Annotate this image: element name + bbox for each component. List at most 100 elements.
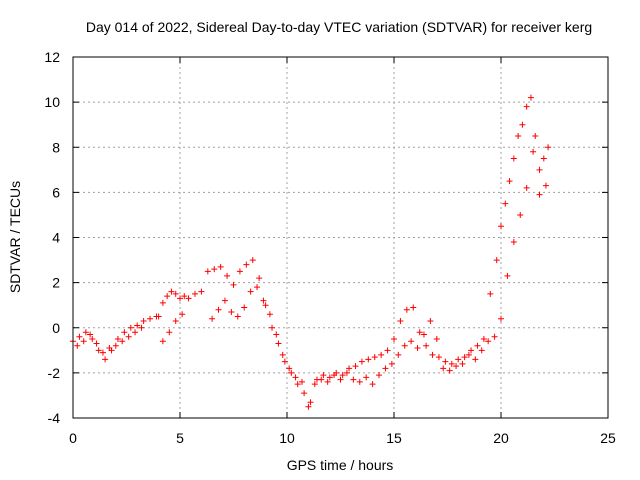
data-point <box>87 331 94 338</box>
data-point <box>397 317 404 324</box>
y-tick-label: 10 <box>44 94 60 110</box>
data-point <box>155 313 162 320</box>
data-point <box>369 381 376 388</box>
tick-layer: 0 5 10 15 20 25 -4 -2 0 2 4 6 8 10 12 <box>44 49 616 446</box>
data-point <box>485 338 492 345</box>
data-point <box>294 381 301 388</box>
data-point <box>221 297 228 304</box>
data-point <box>446 367 453 374</box>
chart-title: Day 014 of 2022, Sidereal Day-to-day VTE… <box>86 19 592 35</box>
data-point <box>281 358 288 365</box>
data-point <box>440 365 447 372</box>
data-point <box>487 290 494 297</box>
data-point <box>498 315 504 322</box>
data-point <box>279 351 286 358</box>
y-tick-label: -2 <box>48 365 61 381</box>
data-point <box>93 340 100 347</box>
y-tick-label: 0 <box>52 320 60 336</box>
data-point <box>82 329 89 336</box>
data-point <box>127 324 134 331</box>
data-point <box>181 293 188 300</box>
data-point <box>536 166 543 173</box>
data-point <box>472 356 479 363</box>
data-point <box>337 376 344 383</box>
data-point <box>391 336 397 343</box>
data-point <box>147 315 154 322</box>
y-tick-label: 6 <box>52 184 60 200</box>
data-point <box>523 103 530 110</box>
x-tick-label: 0 <box>69 430 77 446</box>
data-point <box>76 333 83 340</box>
x-tick-label: 15 <box>386 430 402 446</box>
data-point <box>459 360 466 367</box>
data-point <box>523 184 530 191</box>
data-point <box>326 374 333 381</box>
data-point <box>502 200 509 207</box>
data-point <box>465 351 472 358</box>
data-point <box>414 345 421 352</box>
data-point <box>311 381 318 388</box>
data-point <box>384 347 391 354</box>
data-point <box>442 358 449 365</box>
data-point <box>106 345 113 352</box>
data-point <box>275 340 282 347</box>
data-point <box>217 263 224 270</box>
data-point <box>191 290 198 297</box>
data-point <box>420 331 427 338</box>
data-point <box>159 338 166 345</box>
data-point <box>269 324 276 331</box>
data-point <box>461 354 468 361</box>
x-tick-label: 5 <box>176 430 184 446</box>
data-point <box>241 304 248 311</box>
data-point <box>209 315 216 322</box>
data-point <box>510 155 517 162</box>
data-point <box>433 336 440 343</box>
data-point <box>121 329 128 336</box>
data-point <box>224 272 231 279</box>
data-point <box>230 281 237 288</box>
data-point <box>540 155 547 162</box>
data-point <box>236 268 243 275</box>
data-point <box>247 288 254 295</box>
data-point <box>254 284 261 291</box>
data-point <box>234 313 241 320</box>
data-point <box>350 376 357 383</box>
data-point <box>138 324 145 331</box>
data-point <box>506 178 513 185</box>
data-point <box>320 372 327 379</box>
data-point <box>89 336 96 343</box>
data-point <box>453 363 460 370</box>
data-point <box>95 347 102 354</box>
data-point <box>423 342 430 349</box>
data-point <box>132 329 139 336</box>
data-point <box>491 333 498 340</box>
data-point <box>517 211 524 218</box>
data-point <box>164 293 171 300</box>
data-point <box>266 311 273 318</box>
data-point <box>542 182 549 189</box>
data-point <box>168 288 175 295</box>
data-point <box>114 336 121 343</box>
data-point <box>371 354 378 361</box>
data-point <box>324 378 331 385</box>
data-point <box>260 297 267 304</box>
series-sdtvar-secondary-branch <box>74 148 549 410</box>
data-point <box>204 268 211 275</box>
x-tick-label: 10 <box>279 430 295 446</box>
data-point <box>382 365 389 372</box>
data-point <box>532 132 539 139</box>
data-point <box>318 376 325 383</box>
data-point <box>140 317 147 324</box>
data-point <box>493 257 500 264</box>
data-point <box>80 338 87 345</box>
data-point <box>545 144 552 151</box>
data-point <box>427 317 434 324</box>
data-point <box>256 275 263 282</box>
data-point <box>378 351 385 358</box>
data-point <box>307 399 314 406</box>
data-point <box>448 360 455 367</box>
data-point <box>211 266 218 273</box>
data-point <box>99 349 106 356</box>
data-point <box>498 223 504 230</box>
